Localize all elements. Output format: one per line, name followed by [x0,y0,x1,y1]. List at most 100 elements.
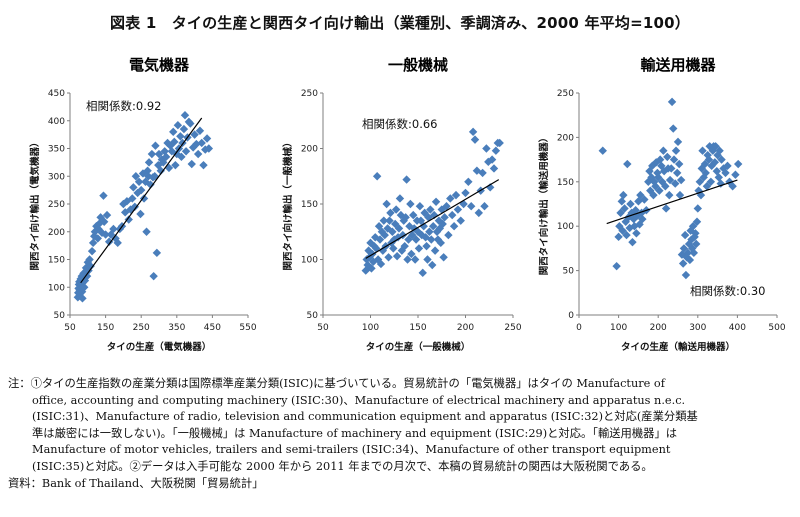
note-line: 注：①タイの生産指数の産業分類は国際標準産業分類(ISIC)に基づいている。貿易… [8,377,665,390]
data-point [495,138,504,148]
data-point [697,164,706,173]
data-point [139,194,149,203]
data-point [422,241,431,251]
data-point [109,224,118,234]
data-point [436,238,445,248]
chart-transport: 輸送用機器 0 50 100 150 200 250 0 100 200 300 400 500 相関係数… [538,40,791,370]
data-point [380,230,389,240]
x-axis-label: タイの生産（輸送用機器） [621,341,735,353]
data-point [733,159,743,169]
x-tick-label: 400 [729,323,746,333]
x-tick-label: 150 [409,323,426,333]
source-line: 資料：Bank of Thailand、大阪税関「貿易統計」 [8,476,264,490]
data-point [723,161,732,171]
data-point [186,119,195,128]
data-point [681,270,691,280]
data-point [480,202,489,211]
data-point [159,158,168,167]
data-point [385,216,394,225]
y-tick-label: 50 [307,311,319,321]
data-point [659,146,668,155]
y-tick-label: 100 [48,283,65,293]
data-point [648,161,657,171]
data-point [451,190,461,200]
y-tick-label: 150 [557,178,574,188]
data-point [389,244,398,253]
data-point [698,146,707,155]
data-point [665,190,674,200]
data-point [377,227,387,236]
data-point [626,199,635,209]
data-point [195,126,205,135]
data-point [419,222,428,231]
data-point [361,266,370,275]
x-tick-label: 50 [317,323,329,333]
data-point [88,238,98,248]
y-tick-label: 350 [48,145,65,155]
data-point [90,231,99,241]
data-point [134,177,144,186]
y-axis-label: 関西タイ向け輸出（電気機器） [29,137,41,270]
correlation-label: 相関係数:0.66 [362,117,437,131]
data-point [395,194,405,203]
data-point [674,159,684,169]
trendline [80,117,203,284]
data-point [124,215,133,224]
data-point [79,269,88,278]
data-point [192,139,201,149]
data-point [402,175,411,184]
data-point [478,168,487,178]
data-point [467,202,476,211]
data-point [673,137,683,147]
chart-title: 電気機器 [129,56,190,74]
x-tick-label: 100 [610,323,627,333]
data-point [714,173,723,182]
data-point [470,135,480,144]
y-tick-label: 0 [568,311,574,321]
x-tick-label: 450 [204,323,221,333]
data-point [695,177,704,186]
x-tick-label: 500 [768,323,785,333]
x-tick-label: 550 [239,323,256,333]
data-point [667,97,677,107]
data-point [119,199,128,209]
data-point [201,145,210,154]
data-point [487,155,497,164]
data-point [427,235,436,244]
data-point [676,175,686,185]
data-point [449,222,459,231]
data-point [401,213,410,222]
x-tick-label: 250 [133,323,150,333]
x-tick-label: 350 [168,323,185,333]
chart-electrical: 電気機器 50 100 150 200 250 300 350 400 450 50 150 250 35… [18,40,268,370]
x-axis-label: タイの生産（電気機器） [107,341,212,353]
chart-title: 一般機械 [388,56,448,74]
data-point [147,149,157,159]
data-point [635,220,644,229]
data-point [78,294,87,303]
data-point [77,287,87,296]
y-tick-label: 200 [557,133,574,143]
chart-title: 輸送用機器 [640,56,716,74]
data-point [468,127,478,137]
data-point [688,222,698,231]
data-point [375,235,385,244]
data-point [663,152,672,162]
data-point [631,206,640,215]
data-point [161,152,171,162]
data-point [442,202,451,211]
y-tick-label: 200 [301,145,318,155]
note-line: (ISIC:31)、Manufacture of radio, televisi… [32,410,698,424]
data-point [169,127,178,137]
data-point [425,227,434,236]
data-point [636,190,645,200]
data-point [382,199,391,209]
data-point [197,138,206,148]
data-point [143,166,152,175]
data-point [617,197,626,206]
data-point [384,253,393,262]
y-tick-label: 400 [48,117,65,127]
y-tick-label: 100 [557,222,574,232]
data-point [701,168,710,178]
data-point [413,227,423,236]
